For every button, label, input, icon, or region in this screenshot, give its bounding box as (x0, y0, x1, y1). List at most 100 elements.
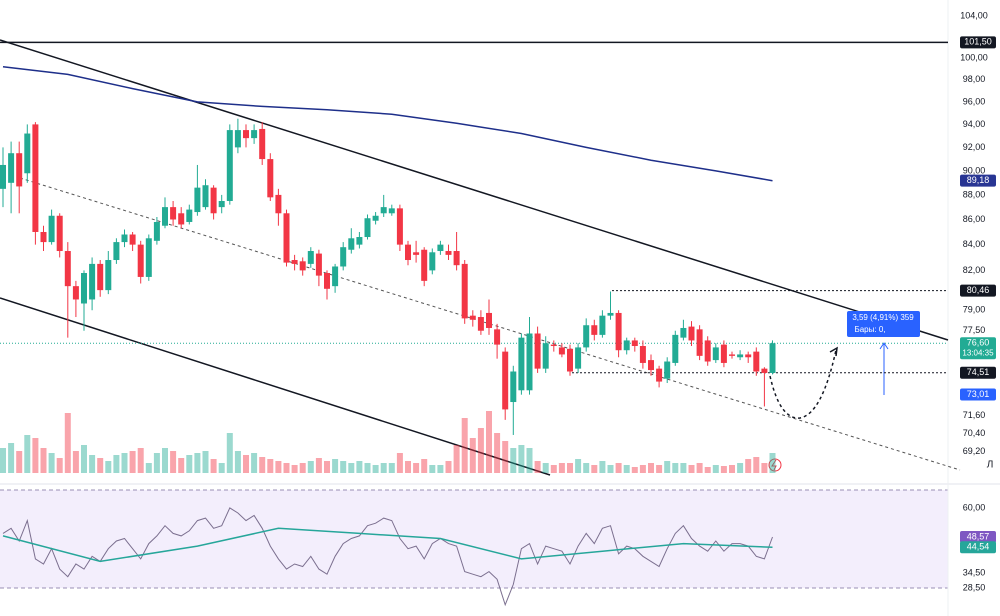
volume-bar (542, 463, 549, 473)
candle-body (639, 346, 646, 363)
candle-body (162, 207, 168, 226)
volume-bar (696, 463, 703, 473)
volume-bar (729, 465, 735, 473)
y-tick-label: 104,00 (960, 11, 988, 21)
measure-text: Бары: 0, (854, 325, 885, 334)
volume-bar (89, 455, 96, 473)
rsi-tag (960, 531, 996, 544)
candle-body (210, 187, 217, 214)
candle-body (656, 368, 663, 382)
volume-bar (170, 451, 177, 473)
candle-body (40, 231, 47, 243)
y-tick-label: 90,00 (963, 165, 986, 175)
trend-line (0, 39, 949, 341)
candle-body (72, 286, 79, 300)
candle-body (283, 213, 290, 263)
candle-body (461, 263, 468, 319)
candle-body (251, 130, 258, 139)
volume-bar (388, 463, 395, 473)
candle-body (664, 361, 671, 379)
volume-bar (56, 458, 63, 473)
trend-line (0, 297, 551, 476)
candle-body (720, 344, 727, 363)
candle-body (234, 130, 241, 148)
scale-mode[interactable]: Л (987, 460, 994, 471)
volume-bar (599, 461, 606, 473)
volume-bar (745, 459, 752, 473)
rsi-line (2, 507, 773, 607)
volume-bar (380, 463, 387, 473)
candle-body (178, 213, 185, 225)
volume-bar (639, 465, 646, 473)
price-tag-label: 80,46 (967, 285, 990, 295)
volume-bar (72, 451, 79, 473)
volume-bar (137, 448, 144, 473)
y-tick-label: 69,20 (963, 446, 986, 456)
rsi-tag-label: 44,54 (967, 542, 990, 552)
volume-bar (405, 461, 411, 473)
y-tick-label: 77,50 (963, 325, 986, 335)
candle-body (153, 221, 160, 241)
candle-body (137, 244, 144, 277)
volume-bar (356, 461, 363, 473)
volume-bar (340, 461, 347, 473)
candle-body (526, 333, 533, 391)
volume-bar (502, 441, 509, 473)
volume-bar (688, 465, 695, 473)
candle-body (769, 343, 776, 373)
candle-body (194, 187, 201, 213)
volume-bar (648, 463, 654, 473)
candle-body (615, 312, 622, 351)
moving-average (2, 66, 773, 182)
volume-bar (105, 461, 112, 473)
candle-body (405, 244, 411, 261)
candle-body (243, 130, 249, 139)
candle-body (753, 351, 760, 372)
candle-body (745, 354, 752, 358)
volume-bar (32, 438, 39, 473)
measure-box (847, 311, 920, 337)
price-tag (960, 366, 996, 379)
candle-body (170, 207, 177, 220)
volume-bar (372, 465, 379, 473)
candle-body (16, 153, 23, 187)
event-icon-bolt (771, 459, 777, 471)
volume-bar (259, 457, 266, 473)
candle-body (583, 325, 590, 348)
event-icon[interactable] (768, 458, 782, 472)
volume-bar (113, 455, 120, 473)
candle-body (307, 251, 314, 264)
price-tag-label: 76,60 (967, 338, 990, 348)
candle-body (113, 242, 120, 261)
candle-body (413, 252, 420, 255)
volume-bar (445, 461, 452, 473)
volume-bar (631, 467, 638, 473)
y-tick-label: 70,40 (963, 428, 986, 438)
candle-body (275, 194, 282, 214)
candle-body (469, 315, 476, 320)
candle-body (704, 340, 711, 362)
volume-bar (16, 451, 23, 473)
y-tick-label: 94,00 (963, 119, 986, 129)
volume-bar (162, 448, 168, 473)
volume-bar (299, 463, 306, 473)
candle-body (291, 260, 298, 264)
volume-bar (672, 463, 679, 473)
candle-body (729, 354, 735, 356)
volume-bar (364, 463, 371, 473)
candle-body (186, 209, 193, 222)
arrow-head (829, 346, 838, 357)
volume-bar (720, 466, 727, 473)
candle-body (486, 312, 492, 328)
volume-bar (243, 455, 249, 473)
candle-body (89, 263, 96, 300)
candle-body (372, 215, 379, 221)
y-tick-label: 71,60 (963, 410, 986, 420)
candle-body (558, 347, 565, 355)
candle-body (315, 253, 322, 276)
volume-bar (704, 467, 711, 473)
candle-body (599, 315, 606, 335)
candle-body (64, 251, 71, 287)
price-tag-label: 74,51 (967, 367, 990, 377)
rsi-tick-label: 60,00 (963, 502, 986, 512)
